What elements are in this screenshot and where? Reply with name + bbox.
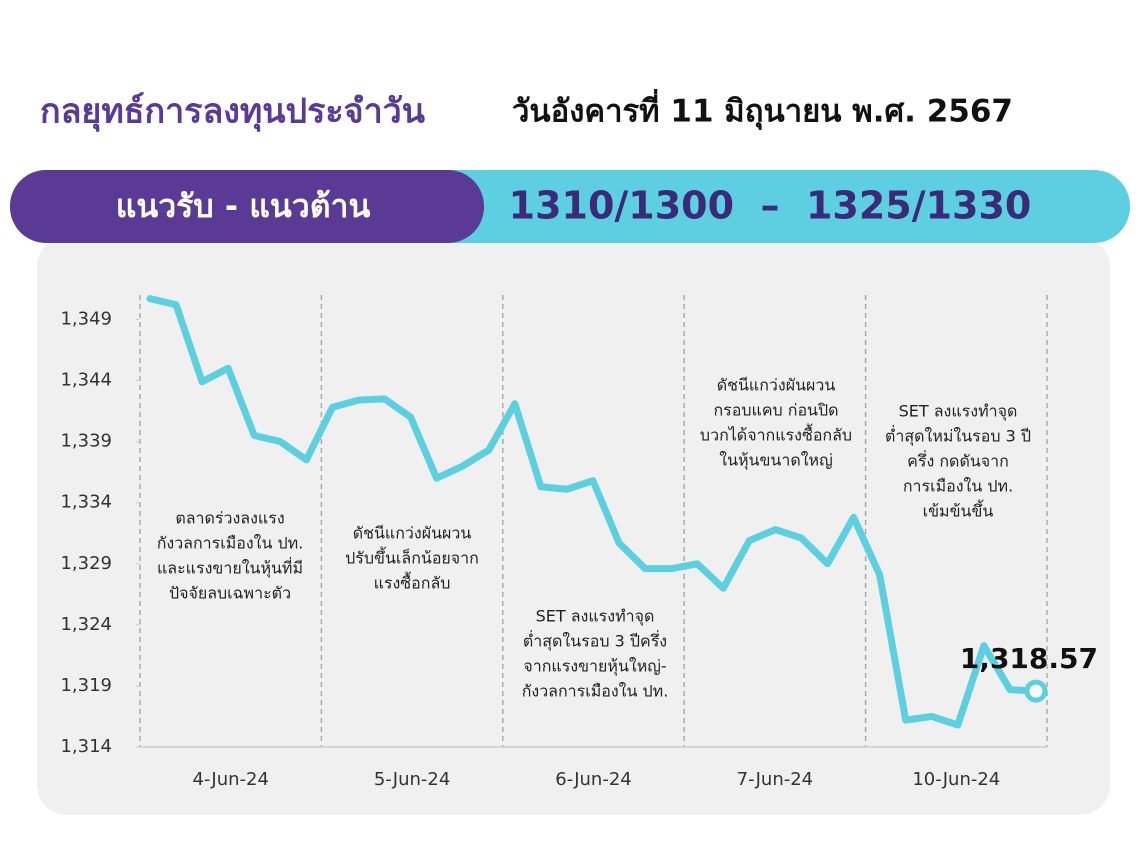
annotation: ต่ำสุดในรอบ 3 ปีครึ่ง bbox=[523, 630, 667, 652]
annotation: ครึ่ง กดดันจาก bbox=[907, 450, 1009, 471]
annotation: การเมืองใน ปท. bbox=[903, 477, 1013, 496]
annotation: ในหุ้นขนาดใหญ่ bbox=[719, 451, 832, 471]
annotation: ดัชนีแกว่งผันผวน bbox=[353, 524, 472, 543]
annotation: SET ลงแรงทำจุด bbox=[536, 607, 655, 627]
annotation: ดัชนีแกว่งผันผวน bbox=[717, 376, 836, 395]
annotation: จากแรงขายหุ้นใหญ่- bbox=[523, 657, 666, 677]
annotation: กรอบแคบ ก่อนปิด bbox=[713, 401, 838, 420]
y-tick-label: 1,329 bbox=[60, 553, 112, 574]
annotation: เข้มข้นขึ้น bbox=[923, 500, 994, 521]
annotation: SET ลงแรงทำจุด bbox=[899, 402, 1018, 422]
annotation: ตลาดร่วงลงแรง bbox=[175, 509, 284, 528]
y-tick-label: 1,319 bbox=[60, 675, 112, 696]
banner-range: 1310/1300 – 1325/1330 bbox=[509, 184, 1032, 228]
value-label: 1,318.57 bbox=[960, 642, 1098, 675]
y-tick-label: 1,344 bbox=[60, 370, 112, 391]
chart-panel bbox=[37, 237, 1110, 815]
annotation: กังวลการเมืองใน ปท. bbox=[157, 534, 304, 553]
x-tick-label: 7-Jun-24 bbox=[737, 769, 813, 790]
annotation: ต่ำสุดใหม่ในรอบ 3 ปี bbox=[885, 425, 1031, 447]
x-tick-label: 4-Jun-24 bbox=[192, 769, 268, 790]
y-tick-label: 1,339 bbox=[60, 431, 112, 452]
annotation: ปัจจัยลบเฉพาะตัว bbox=[169, 584, 291, 603]
x-tick-label: 10-Jun-24 bbox=[912, 769, 1000, 790]
page-title: กลยุทธ์การลงทุนประจำวัน bbox=[40, 92, 425, 133]
x-tick-label: 5-Jun-24 bbox=[374, 769, 450, 790]
annotation: บวกได้จากแรงซื้อกลับ bbox=[700, 424, 852, 445]
x-tick-label: 6-Jun-24 bbox=[555, 769, 631, 790]
annotation: กังวลการเมืองใน ปท. bbox=[522, 682, 669, 701]
annotation: แรงซื้อกลับ bbox=[374, 572, 451, 593]
y-tick-label: 1,349 bbox=[60, 308, 112, 329]
last-point bbox=[1024, 679, 1048, 703]
annotation: ปรับขึ้นเล็กน้อยจาก bbox=[345, 547, 479, 568]
page-date: วันอังคารที่ 11 มิถุนายน พ.ศ. 2567 bbox=[512, 89, 1013, 131]
label-banner bbox=[10, 170, 484, 243]
annotation: และแรงขายในหุ้นที่มี bbox=[157, 557, 303, 579]
y-tick-label: 1,314 bbox=[60, 736, 112, 757]
price-line bbox=[146, 295, 1040, 729]
y-tick-label: 1,334 bbox=[60, 492, 112, 513]
banner-label: แนวรับ - แนวต้าน bbox=[116, 187, 371, 225]
y-tick-label: 1,324 bbox=[60, 614, 112, 635]
